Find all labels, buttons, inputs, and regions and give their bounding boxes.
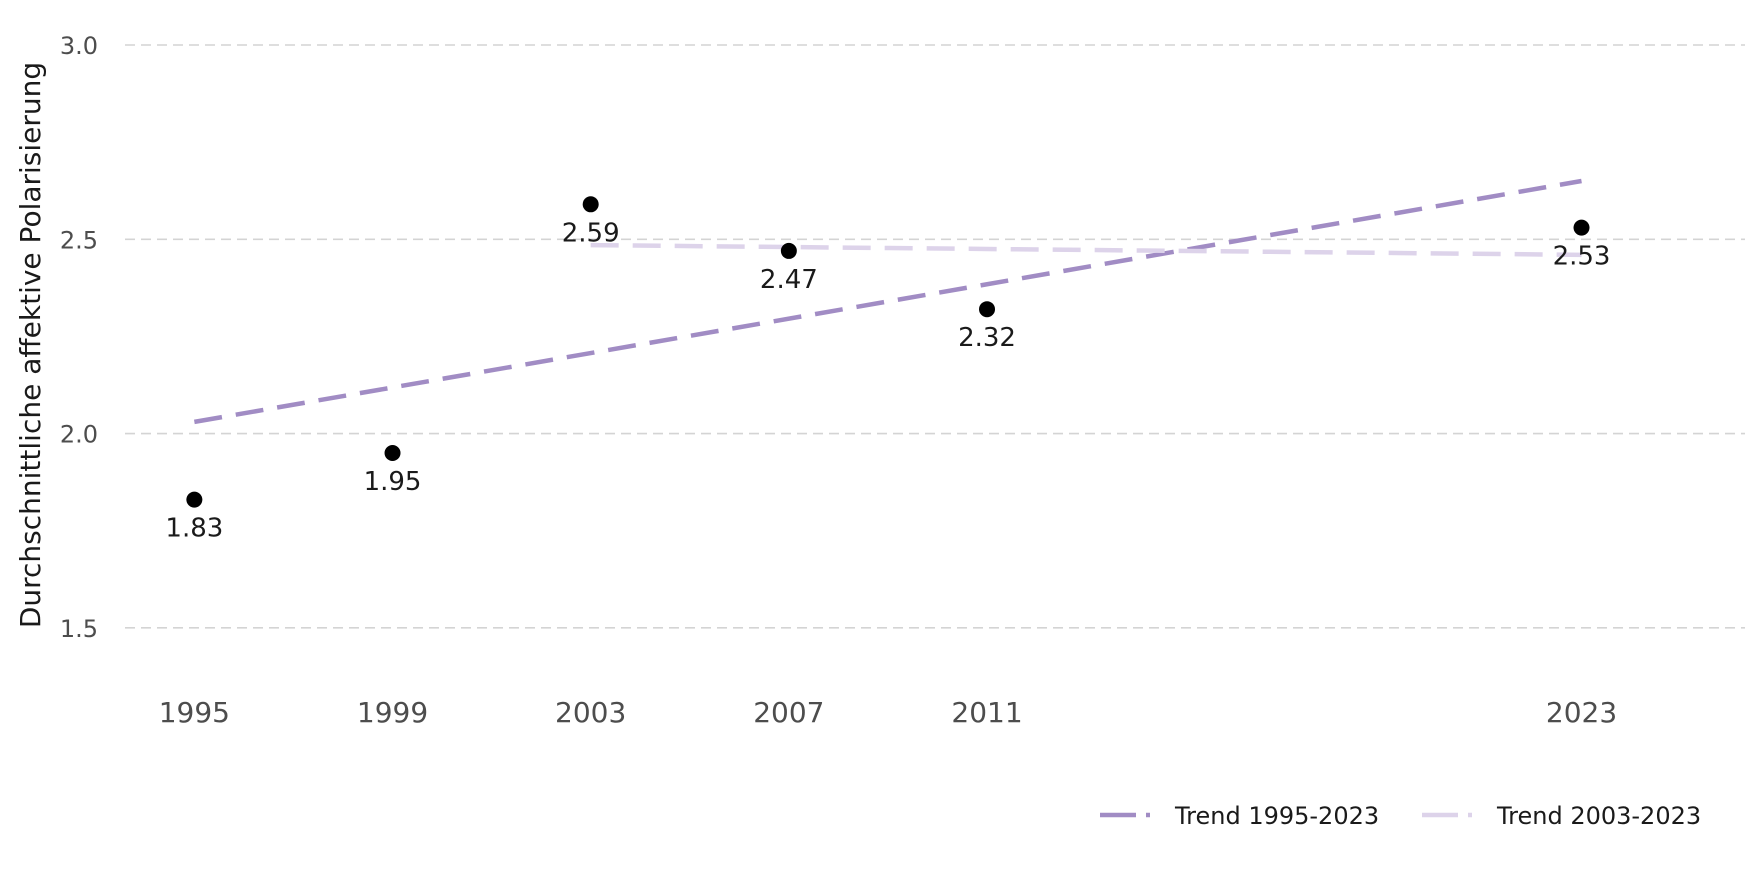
data-label: 2.53 [1553, 242, 1611, 272]
data-point [582, 196, 599, 213]
y-axis-title: Durchschnittliche affektive Polarisierun… [14, 62, 47, 628]
y-axis-ticks: 1.5 2.0 2.5 3.0 [60, 32, 98, 643]
data-labels: 1.83 1.95 2.59 2.47 2.32 2.53 [165, 218, 1610, 543]
data-label: 1.83 [165, 514, 223, 544]
x-tick-label: 1995 [159, 696, 230, 729]
legend: Trend 1995-2023 Trend 2003-2023 [1100, 802, 1701, 830]
x-tick-label: 2023 [1546, 696, 1617, 729]
legend-label-1: Trend 1995-2023 [1174, 802, 1379, 830]
x-axis-ticks: 1995 1999 2003 2007 2011 2023 [159, 696, 1617, 729]
x-tick-label: 1999 [357, 696, 428, 729]
x-tick-label: 2007 [753, 696, 824, 729]
x-tick-label: 2011 [951, 696, 1022, 729]
trend-line-2 [590, 242, 1582, 258]
y-tick-label: 2.0 [60, 421, 98, 449]
data-point [384, 444, 401, 461]
y-tick-label: 2.5 [60, 226, 98, 254]
legend-label-2: Trend 2003-2023 [1496, 802, 1701, 830]
data-point [780, 242, 797, 259]
trend-line-1 [193, 178, 1582, 425]
data-label: 1.95 [364, 467, 422, 497]
y-tick-label: 1.5 [60, 615, 98, 643]
data-label: 2.59 [562, 218, 620, 248]
data-label: 2.47 [760, 265, 818, 295]
data-point [979, 301, 996, 318]
x-tick-label: 2003 [555, 696, 626, 729]
data-label: 2.32 [958, 323, 1016, 353]
data-point [186, 491, 203, 508]
trend-lines [193, 178, 1582, 425]
data-points [186, 196, 1590, 508]
gridlines [125, 44, 1745, 629]
y-tick-label: 3.0 [60, 32, 98, 60]
data-point [1573, 219, 1590, 236]
